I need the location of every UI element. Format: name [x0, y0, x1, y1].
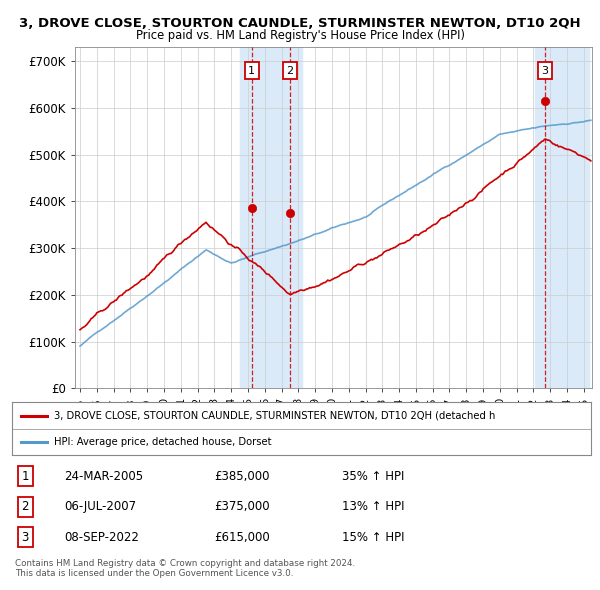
Text: 35% ↑ HPI: 35% ↑ HPI	[342, 470, 404, 483]
Text: £615,000: £615,000	[215, 531, 271, 544]
Text: 3: 3	[541, 65, 548, 76]
Text: 06-JUL-2007: 06-JUL-2007	[64, 500, 136, 513]
Bar	[535, 47, 589, 388]
Text: 08-SEP-2022: 08-SEP-2022	[64, 531, 139, 544]
Text: 2: 2	[22, 500, 29, 513]
Text: 15% ↑ HPI: 15% ↑ HPI	[342, 531, 404, 544]
Text: 1: 1	[22, 470, 29, 483]
Bar	[241, 47, 302, 388]
Text: Price paid vs. HM Land Registry's House Price Index (HPI): Price paid vs. HM Land Registry's House …	[136, 29, 464, 42]
Text: £375,000: £375,000	[215, 500, 270, 513]
Text: 24-MAR-2005: 24-MAR-2005	[64, 470, 143, 483]
Text: This data is licensed under the Open Government Licence v3.0.: This data is licensed under the Open Gov…	[15, 569, 293, 578]
Text: HPI: Average price, detached house, Dorset: HPI: Average price, detached house, Dors…	[53, 437, 271, 447]
Text: Contains HM Land Registry data © Crown copyright and database right 2024.: Contains HM Land Registry data © Crown c…	[15, 559, 355, 568]
Text: 2: 2	[287, 65, 293, 76]
Text: 3: 3	[22, 531, 29, 544]
Text: £385,000: £385,000	[215, 470, 270, 483]
Text: 3, DROVE CLOSE, STOURTON CAUNDLE, STURMINSTER NEWTON, DT10 2QH: 3, DROVE CLOSE, STOURTON CAUNDLE, STURMI…	[19, 17, 581, 30]
Text: 1: 1	[248, 65, 255, 76]
Text: 13% ↑ HPI: 13% ↑ HPI	[342, 500, 404, 513]
Text: 3, DROVE CLOSE, STOURTON CAUNDLE, STURMINSTER NEWTON, DT10 2QH (detached h: 3, DROVE CLOSE, STOURTON CAUNDLE, STURMI…	[53, 411, 495, 421]
